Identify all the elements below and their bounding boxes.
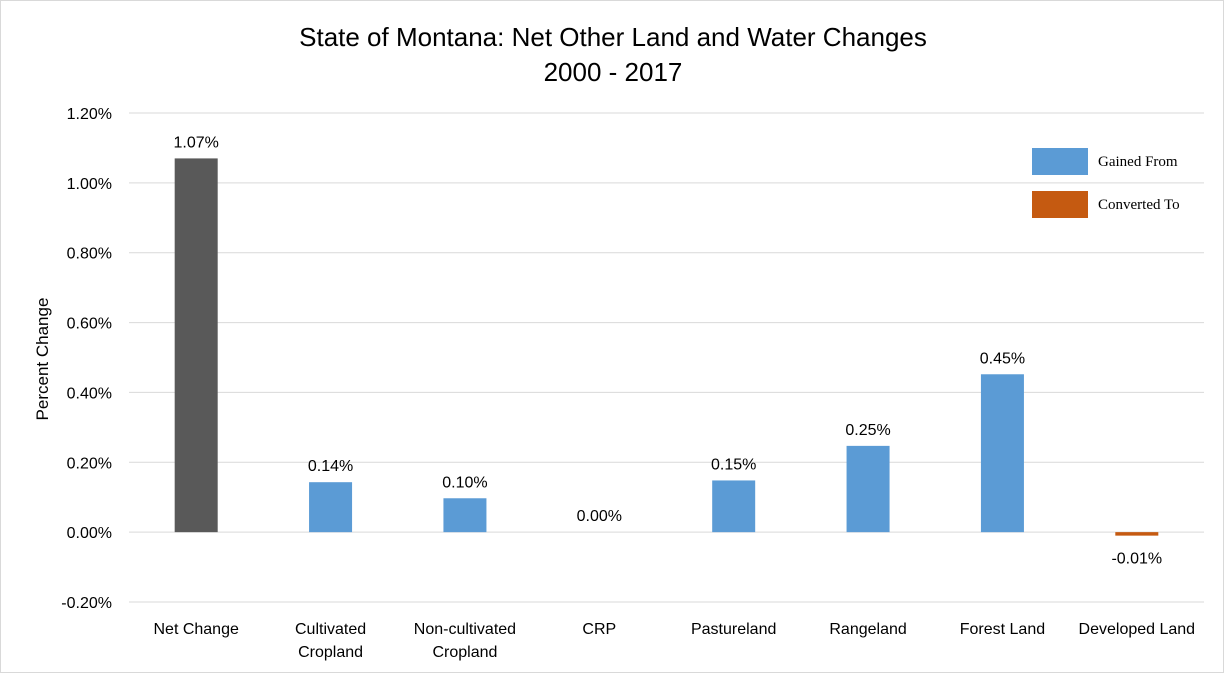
data-label-1: 0.14% bbox=[308, 458, 353, 475]
chart-title: State of Montana: Net Other Land and Wat… bbox=[299, 22, 927, 87]
category-labels: Net Change Cultivated Cropland Non-cultivat… bbox=[153, 621, 1195, 661]
legend-swatch-gained bbox=[1032, 148, 1088, 175]
category-label-5: Rangeland bbox=[829, 621, 906, 638]
data-label-3: 0.00% bbox=[577, 508, 622, 525]
data-label-0: 1.07% bbox=[174, 134, 219, 151]
bar-7 bbox=[1115, 532, 1159, 536]
y-tick-label: 1.00% bbox=[67, 176, 112, 193]
bars bbox=[174, 158, 1159, 536]
data-label-5: 0.25% bbox=[845, 422, 890, 439]
data-label-2: 0.10% bbox=[442, 474, 487, 491]
category-label-4: Pastureland bbox=[691, 621, 776, 638]
category-label-7: Developed Land bbox=[1079, 621, 1196, 638]
y-tick-label: 0.60% bbox=[67, 316, 112, 333]
y-axis-ticks: -0.20% 0.00% 0.20% 0.40% 0.60% 0.80% 1.00% 1.20… bbox=[61, 106, 112, 612]
category-label-1: Cultivated bbox=[295, 621, 366, 638]
data-labels: 1.07% 0.14% 0.10% 0.00% 0.15% 0.25% 0.45% -0.01… bbox=[174, 134, 1163, 567]
category-label-6: Forest Land bbox=[960, 621, 1045, 638]
category-label-3: CRP bbox=[582, 621, 616, 638]
y-tick-label: 0.80% bbox=[67, 246, 112, 263]
y-axis-title: Percent Change bbox=[33, 298, 52, 421]
bar-0 bbox=[174, 158, 218, 533]
y-tick-label: -0.20% bbox=[61, 595, 112, 612]
chart-title-line-1: State of Montana: Net Other Land and Wat… bbox=[299, 22, 927, 52]
data-label-7: -0.01% bbox=[1111, 551, 1162, 568]
bar-5 bbox=[846, 445, 890, 533]
y-tick-label: 0.00% bbox=[67, 525, 112, 542]
chart-title-line-2: 2000 - 2017 bbox=[544, 57, 683, 87]
category-label-2: Cropland bbox=[432, 644, 497, 661]
data-label-4: 0.15% bbox=[711, 456, 756, 473]
category-label-1: Cropland bbox=[298, 644, 363, 661]
gridlines bbox=[129, 112, 1204, 603]
bar-1 bbox=[309, 482, 353, 533]
category-label-2: Non-cultivated bbox=[414, 621, 516, 638]
bar-6 bbox=[980, 374, 1024, 533]
legend: Gained From Converted To bbox=[1032, 148, 1180, 218]
legend-swatch-converted bbox=[1032, 191, 1088, 218]
legend-label-gained: Gained From bbox=[1098, 154, 1178, 170]
category-label-0: Net Change bbox=[153, 621, 238, 638]
y-tick-label: 1.20% bbox=[67, 106, 112, 123]
legend-label-converted: Converted To bbox=[1098, 197, 1180, 213]
data-label-6: 0.45% bbox=[980, 350, 1025, 367]
y-tick-label: 0.20% bbox=[67, 455, 112, 472]
y-tick-label: 0.40% bbox=[67, 385, 112, 402]
bar-2 bbox=[443, 498, 487, 533]
bar-4 bbox=[712, 480, 756, 533]
